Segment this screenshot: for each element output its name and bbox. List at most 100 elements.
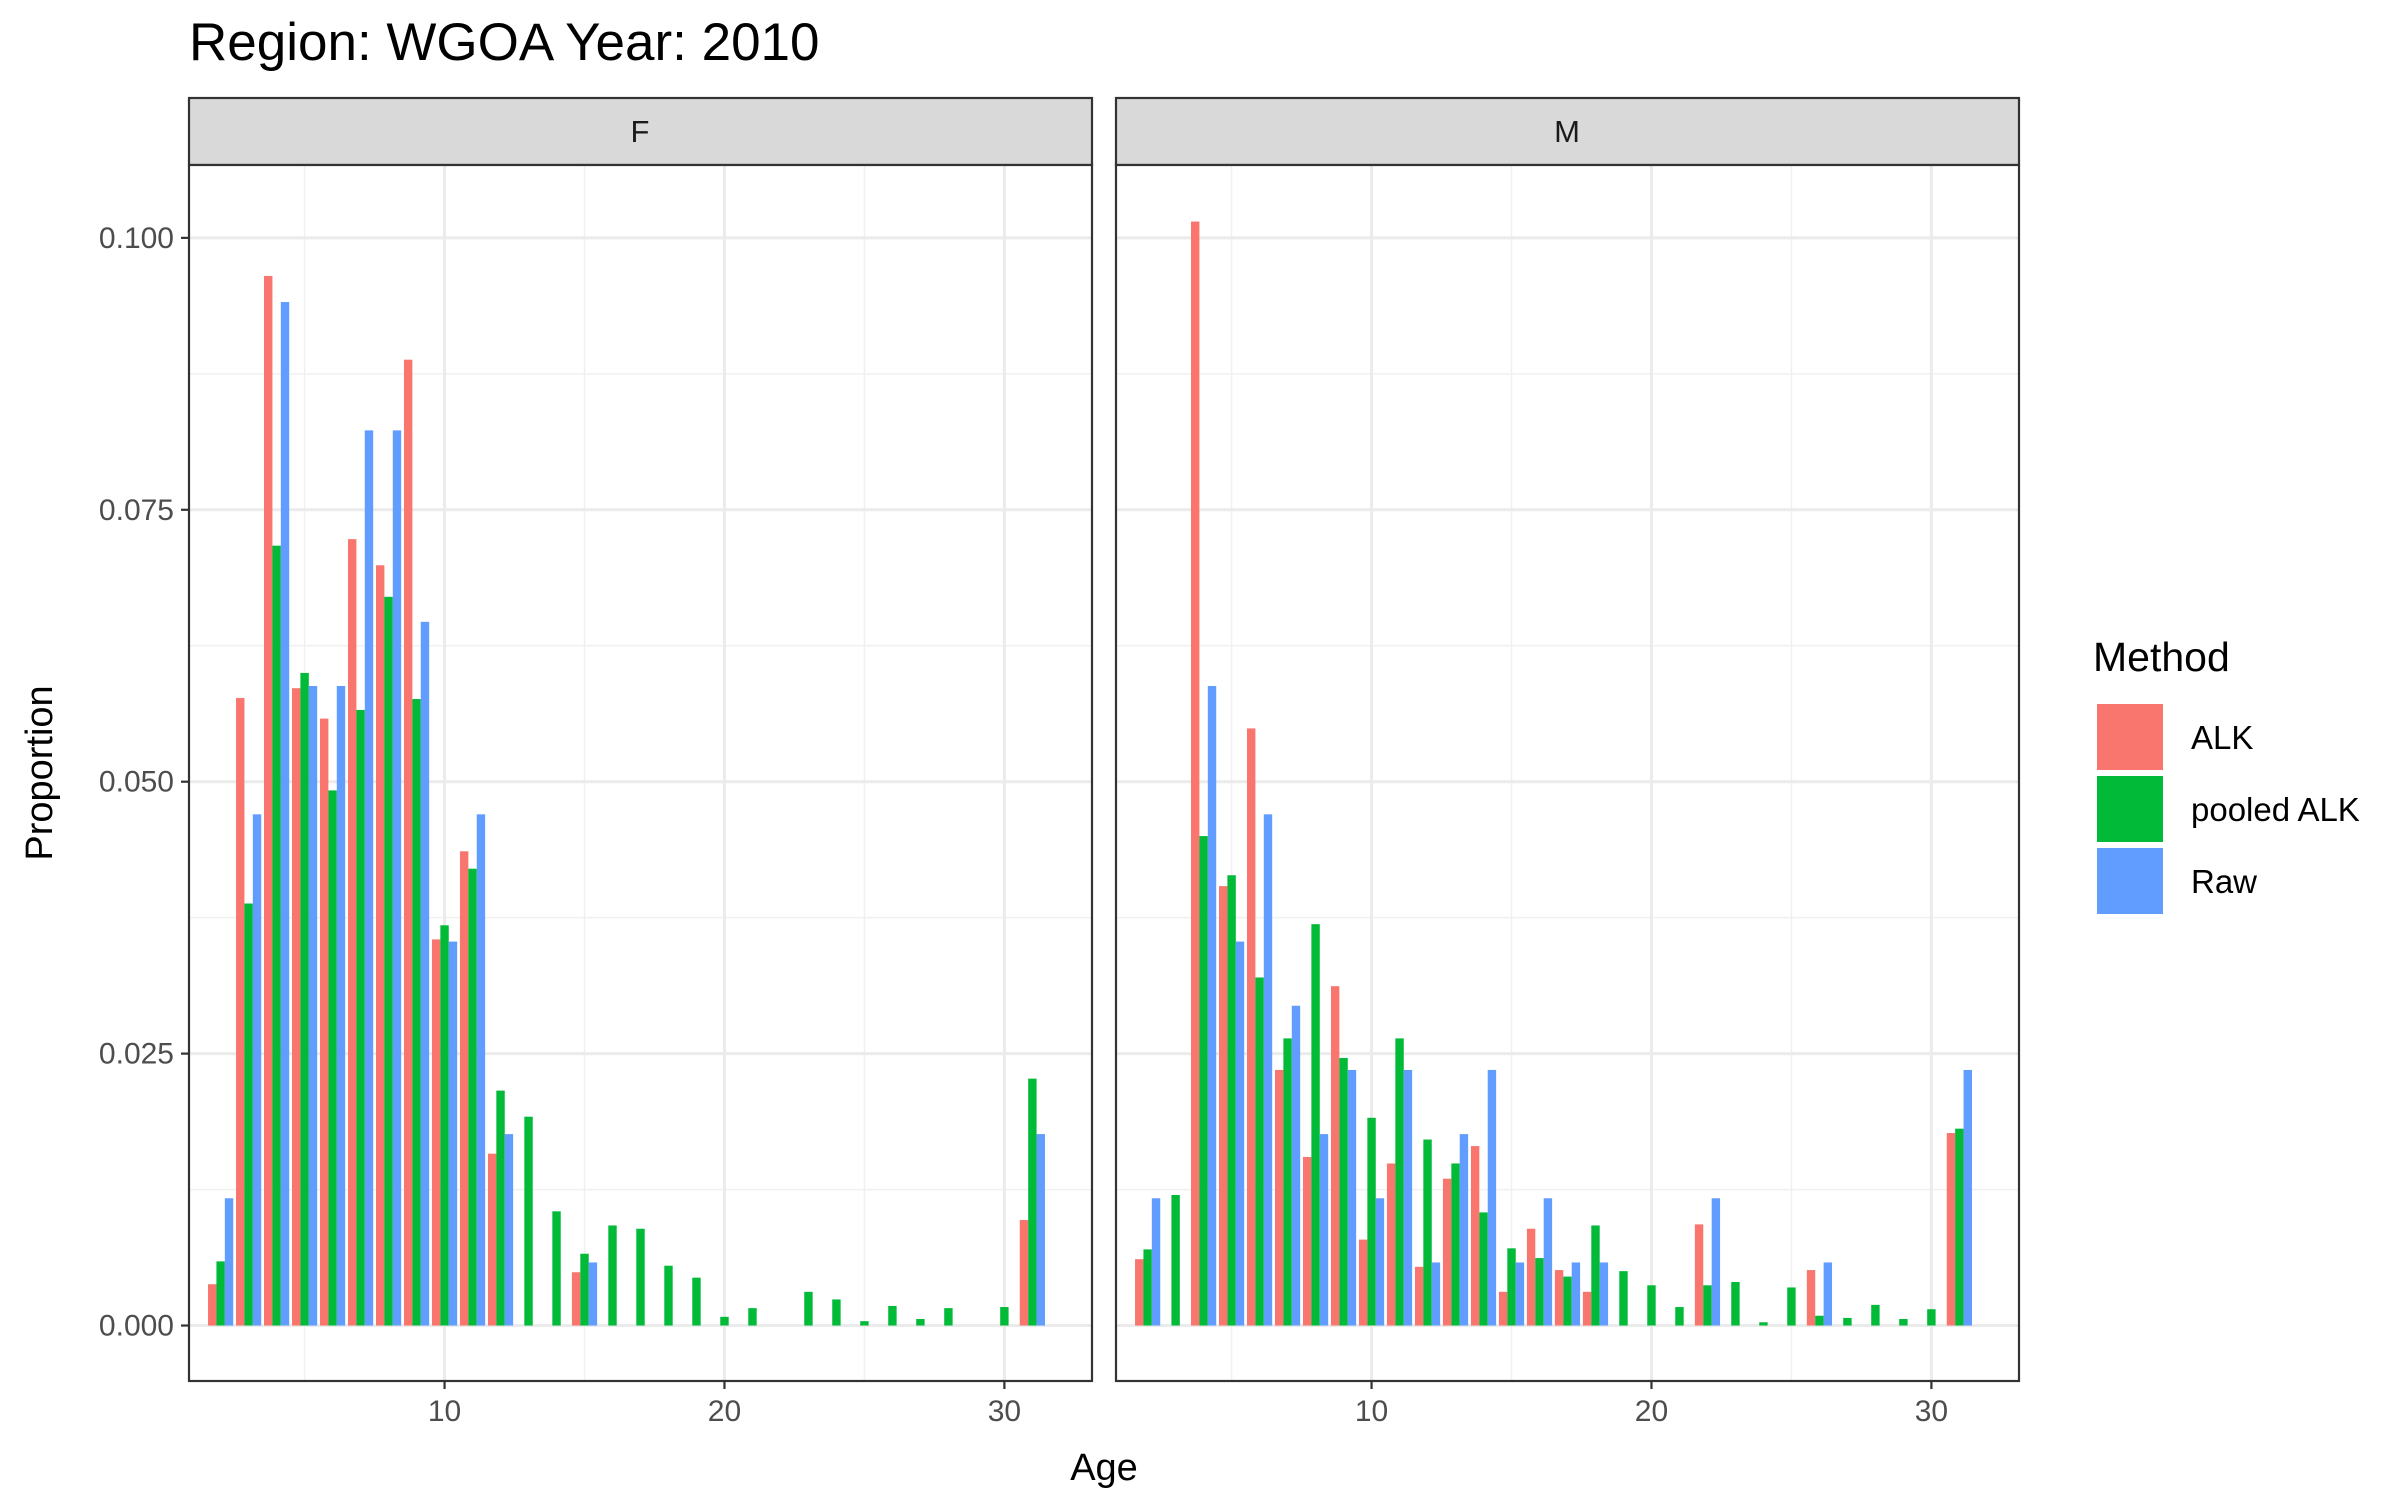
y-tick-label-0: 0.000 — [99, 1310, 174, 1343]
x-tick-label-f-2: 30 — [988, 1395, 1021, 1428]
bar-f-pooled-alk-age-19 — [692, 1277, 701, 1326]
y-tick-label-2: 0.050 — [99, 766, 174, 799]
bar-f-pooled-alk-age-10 — [440, 925, 449, 1326]
bar-f-pooled-alk-age-14 — [552, 1211, 561, 1326]
legend-swatch-pooled-alk — [2095, 774, 2165, 844]
bar-m-pooled-alk-age-14 — [1479, 1212, 1488, 1326]
legend-swatch-alk — [2095, 702, 2165, 772]
bar-m-raw-age-4 — [1207, 685, 1217, 1326]
bar-m-pooled-alk-age-9 — [1339, 1057, 1348, 1326]
bar-f-pooled-alk-age-24 — [832, 1299, 841, 1326]
bar-f-pooled-alk-age-2 — [216, 1261, 225, 1326]
bar-m-alk-age-4 — [1191, 221, 1200, 1326]
bar-f-alk-age-31 — [1019, 1220, 1029, 1326]
bar-f-raw-age-31 — [1036, 1134, 1045, 1326]
bar-m-alk-age-2 — [1135, 1259, 1144, 1326]
y-tick-label-3: 0.075 — [99, 494, 174, 527]
bar-f-pooled-alk-age-25 — [860, 1321, 869, 1326]
bar-m-pooled-alk-age-25 — [1787, 1287, 1796, 1326]
bar-f-pooled-alk-age-21 — [748, 1308, 757, 1326]
bar-m-pooled-alk-age-4 — [1199, 836, 1208, 1326]
bar-m-alk-age-5 — [1219, 886, 1228, 1326]
bar-f-pooled-alk-age-4 — [272, 545, 281, 1326]
bar-m-raw-age-8 — [1319, 1134, 1329, 1326]
bar-f-raw-age-8 — [392, 430, 402, 1326]
bar-f-alk-age-10 — [431, 939, 441, 1326]
bar-f-pooled-alk-age-26 — [888, 1305, 897, 1326]
bar-f-raw-age-2 — [224, 1198, 234, 1326]
bar-f-pooled-alk-age-11 — [468, 868, 477, 1326]
facet-strip-f — [187, 96, 1094, 167]
bar-f-pooled-alk-age-17 — [636, 1228, 645, 1326]
bar-f-pooled-alk-age-30 — [1000, 1307, 1009, 1326]
bar-f-alk-age-7 — [347, 539, 357, 1326]
bar-m-pooled-alk-age-24 — [1759, 1322, 1768, 1326]
bar-m-pooled-alk-age-11 — [1395, 1038, 1404, 1326]
bar-f-pooled-alk-age-23 — [804, 1291, 813, 1326]
bars-m — [1135, 221, 1972, 1326]
chart-title: Region: WGOA Year: 2010 — [189, 13, 820, 72]
bar-m-alk-age-18 — [1582, 1291, 1592, 1326]
panel-border-f — [187, 163, 1094, 1383]
bar-f-pooled-alk-age-31 — [1028, 1078, 1037, 1326]
bar-m-alk-age-11 — [1386, 1163, 1396, 1326]
y-tick-label-1: 0.025 — [99, 1038, 174, 1071]
bar-f-raw-age-11 — [476, 814, 486, 1326]
bar-m-pooled-alk-age-8 — [1311, 924, 1320, 1326]
x-axis-ticks-m: 10 20 30 — [1355, 1381, 1948, 1428]
bar-f-raw-age-10 — [448, 941, 458, 1326]
bar-f-pooled-alk-age-16 — [608, 1225, 617, 1326]
bar-f-alk-age-3 — [236, 697, 245, 1326]
bar-m-raw-age-17 — [1571, 1262, 1581, 1326]
bar-m-raw-age-9 — [1347, 1069, 1357, 1326]
bar-m-pooled-alk-age-10 — [1367, 1117, 1376, 1326]
bar-m-pooled-alk-age-20 — [1647, 1285, 1656, 1326]
bar-m-raw-age-22 — [1711, 1198, 1721, 1326]
bar-m-pooled-alk-age-2 — [1143, 1249, 1152, 1326]
legend-label-alk: ALK — [2191, 719, 2253, 756]
bar-m-pooled-alk-age-31 — [1955, 1128, 1964, 1326]
bar-f-pooled-alk-age-18 — [664, 1265, 673, 1326]
bar-m-raw-age-10 — [1375, 1198, 1385, 1326]
bar-m-raw-age-13 — [1459, 1134, 1469, 1326]
x-axis-label: Age — [1070, 1447, 1138, 1489]
bar-f-pooled-alk-age-13 — [524, 1116, 533, 1326]
bar-f-alk-age-4 — [264, 275, 273, 1326]
bars-f — [208, 275, 1045, 1326]
y-axis-label: Proportion — [19, 685, 61, 860]
bar-f-alk-age-9 — [403, 359, 413, 1326]
x-tick-label-m-0: 10 — [1355, 1395, 1388, 1428]
bar-f-alk-age-5 — [292, 688, 301, 1326]
bar-m-pooled-alk-age-12 — [1423, 1139, 1432, 1326]
bar-f-pooled-alk-age-9 — [412, 699, 421, 1326]
bar-m-raw-age-7 — [1291, 1005, 1301, 1326]
bar-m-raw-age-31 — [1963, 1069, 1972, 1326]
bar-m-pooled-alk-age-6 — [1255, 977, 1264, 1326]
bar-m-alk-age-7 — [1274, 1069, 1284, 1326]
bar-m-raw-age-12 — [1431, 1262, 1441, 1326]
y-tick-label-4: 0.100 — [99, 222, 174, 255]
bar-m-alk-age-17 — [1554, 1270, 1564, 1326]
y-axis-ticks: 0.000 0.025 0.050 0.075 0.100 — [99, 222, 189, 1343]
bar-m-raw-age-11 — [1403, 1069, 1413, 1326]
facet-label-f: F — [631, 114, 650, 149]
bar-m-pooled-alk-age-29 — [1899, 1319, 1908, 1326]
bar-m-alk-age-8 — [1302, 1156, 1312, 1326]
bar-m-pooled-alk-age-23 — [1731, 1282, 1740, 1326]
bar-m-pooled-alk-age-5 — [1227, 875, 1236, 1326]
legend-label-raw: Raw — [2191, 863, 2257, 900]
bar-f-pooled-alk-age-27 — [916, 1319, 925, 1326]
bar-m-raw-age-15 — [1515, 1262, 1525, 1326]
legend: Method ALK pooled ALK Raw — [2093, 634, 2360, 916]
bar-m-pooled-alk-age-21 — [1675, 1307, 1684, 1326]
bar-m-pooled-alk-age-7 — [1283, 1038, 1292, 1326]
bar-f-pooled-alk-age-7 — [356, 709, 365, 1326]
bar-f-raw-age-3 — [252, 814, 262, 1326]
bar-m-pooled-alk-age-19 — [1619, 1271, 1628, 1326]
bar-f-raw-age-15 — [588, 1262, 598, 1326]
bar-m-pooled-alk-age-22 — [1703, 1285, 1712, 1326]
bar-m-raw-age-6 — [1263, 814, 1273, 1326]
facet-strip-m — [1114, 96, 2021, 167]
bar-m-pooled-alk-age-18 — [1591, 1225, 1600, 1326]
